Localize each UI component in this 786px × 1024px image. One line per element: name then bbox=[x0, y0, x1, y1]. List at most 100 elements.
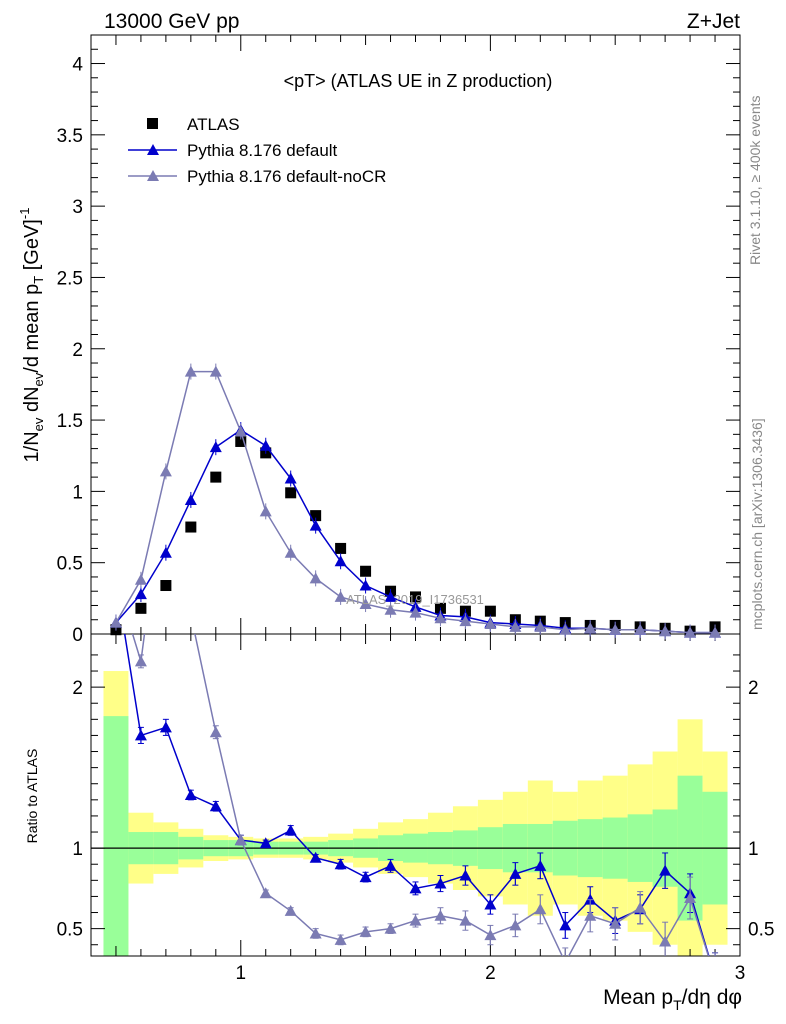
default-main-point bbox=[359, 579, 372, 591]
nocr-ratio-point bbox=[584, 909, 597, 921]
nocr-ratio-point bbox=[110, 573, 122, 584]
default-ratio-point bbox=[484, 898, 497, 910]
default-ratio-point bbox=[709, 971, 721, 982]
axis-ticks: 0 0.5 1 1.5 2 2.5 3 3.5 4 0.5 0.5 1 1 2 2 1 2 3 bbox=[57, 35, 774, 984]
default-ratio-point bbox=[409, 882, 422, 894]
nocr-ratio-point bbox=[534, 903, 547, 915]
nocr-main-point bbox=[659, 625, 672, 637]
nocr-main-point bbox=[159, 465, 172, 477]
legend-atlas-label: ATLAS bbox=[187, 115, 240, 134]
nocr-main-point bbox=[559, 623, 572, 635]
default-main-point bbox=[259, 439, 272, 451]
nocr-main-point bbox=[634, 623, 647, 635]
ratio-y-tick-label: 2 bbox=[72, 678, 83, 699]
legend-nocr-label: Pythia 8.176 default-noCR bbox=[187, 167, 386, 186]
x-tick-label: 2 bbox=[485, 963, 496, 984]
atlas-data-point bbox=[335, 542, 347, 554]
x-tick-label: 3 bbox=[735, 963, 746, 984]
nocr-ratio-point bbox=[459, 914, 472, 926]
default-ratio-point bbox=[159, 721, 172, 733]
legend-default-label: Pythia 8.176 default bbox=[187, 141, 338, 160]
analysis-watermark: ATLAS_2019_I1736531 bbox=[346, 592, 484, 607]
mcplots-label: mcplots.cern.ch [arXiv:1306.3436] bbox=[749, 418, 765, 630]
nocr-ratio-point bbox=[684, 892, 697, 904]
band-inner-bin bbox=[103, 716, 129, 956]
nocr-ratio-point bbox=[384, 922, 397, 934]
nocr-ratio-point bbox=[209, 726, 222, 738]
nocr-ratio-point bbox=[709, 971, 721, 982]
default-ratio-point bbox=[359, 871, 372, 883]
main-y-axis-label: 1/Nev dNev/d mean pT [GeV]-1 bbox=[17, 208, 46, 463]
x-tick-label: 1 bbox=[235, 963, 246, 984]
legend-atlas-marker bbox=[147, 118, 158, 129]
nocr-main-point bbox=[209, 365, 222, 377]
default-ratio-point bbox=[284, 824, 297, 836]
rivet-label: Rivet 3.1.10, ≥ 400k events bbox=[747, 95, 763, 265]
default-main-point bbox=[334, 555, 347, 567]
ratio-y-tick-label-right: 2 bbox=[748, 678, 759, 699]
atlas-data-point bbox=[235, 435, 247, 447]
nocr-main-point bbox=[309, 572, 322, 584]
default-ratio-point bbox=[259, 837, 272, 849]
default-ratio-point bbox=[534, 859, 547, 871]
default-ratio-point bbox=[184, 789, 197, 800]
atlas-data-point bbox=[360, 565, 372, 577]
ratio-y-tick-label: 1 bbox=[72, 839, 83, 860]
nocr-main-point bbox=[234, 425, 247, 437]
main-y-tick-label: 3 bbox=[72, 197, 83, 218]
nocr-ratio-point bbox=[309, 927, 322, 939]
default-main-point bbox=[209, 441, 222, 453]
nocr-main-point bbox=[709, 626, 722, 638]
nocr-main-point bbox=[134, 573, 147, 585]
nocr-ratio-point bbox=[609, 917, 622, 929]
default-main-point bbox=[309, 519, 322, 531]
nocr-main-point bbox=[434, 612, 447, 624]
atlas-data-point bbox=[185, 521, 197, 533]
default-main-point bbox=[134, 588, 147, 600]
nocr-ratio-point bbox=[334, 933, 347, 945]
main-y-tick-label: 4 bbox=[72, 55, 83, 76]
nocr-main-point bbox=[584, 622, 597, 634]
default-main-point bbox=[384, 590, 397, 602]
nocr-ratio-point bbox=[434, 909, 447, 921]
default-ratio-point bbox=[459, 869, 472, 881]
ratio-y-tick-label: 0.5 bbox=[57, 920, 83, 941]
nocr-ratio-point bbox=[185, 609, 197, 620]
main-y-tick-label: 1 bbox=[72, 482, 83, 503]
atlas-data-point bbox=[210, 471, 222, 483]
nocr-main-point bbox=[409, 606, 422, 618]
nocr-main-point bbox=[609, 623, 622, 635]
nocr-ratio-point bbox=[559, 956, 571, 967]
nocr-main-point bbox=[359, 598, 372, 610]
ratio-series-group bbox=[110, 573, 721, 982]
atlas-data-point bbox=[135, 602, 147, 614]
default-ratio-point bbox=[134, 729, 147, 741]
x-axis-label: Mean pT/dη dφ bbox=[603, 986, 742, 1013]
default-ratio-point bbox=[334, 858, 347, 870]
default-ratio-point bbox=[559, 919, 572, 931]
default-main-point bbox=[284, 472, 297, 484]
nocr-main-point bbox=[334, 590, 347, 602]
nocr-main-point bbox=[534, 620, 547, 632]
default-ratio-point bbox=[110, 573, 122, 584]
main-y-tick-label: 2 bbox=[72, 340, 83, 361]
default-ratio-point bbox=[434, 877, 447, 889]
atlas-data-point bbox=[160, 580, 172, 592]
legend: ATLAS Pythia 8.176 default Pythia 8.176 … bbox=[128, 115, 386, 186]
default-ratio-point bbox=[309, 851, 322, 863]
nocr-main-point bbox=[484, 618, 497, 630]
nocr-main-point bbox=[109, 616, 122, 628]
nocr-ratio-point bbox=[509, 919, 522, 931]
nocr-ratio-point bbox=[634, 901, 647, 913]
process-label: Z+Jet bbox=[687, 10, 740, 33]
nocr-ratio-point bbox=[259, 887, 272, 899]
default-ratio-point bbox=[384, 859, 397, 871]
energy-label: 13000 GeV pp bbox=[104, 10, 239, 33]
main-y-tick-label: 0.5 bbox=[57, 554, 83, 575]
nocr-main-point bbox=[259, 505, 272, 517]
nocr-ratio-point bbox=[484, 929, 497, 941]
uncertainty-bands bbox=[103, 671, 728, 956]
legend-nocr-marker bbox=[147, 170, 159, 181]
nocr-main-point bbox=[384, 603, 397, 615]
